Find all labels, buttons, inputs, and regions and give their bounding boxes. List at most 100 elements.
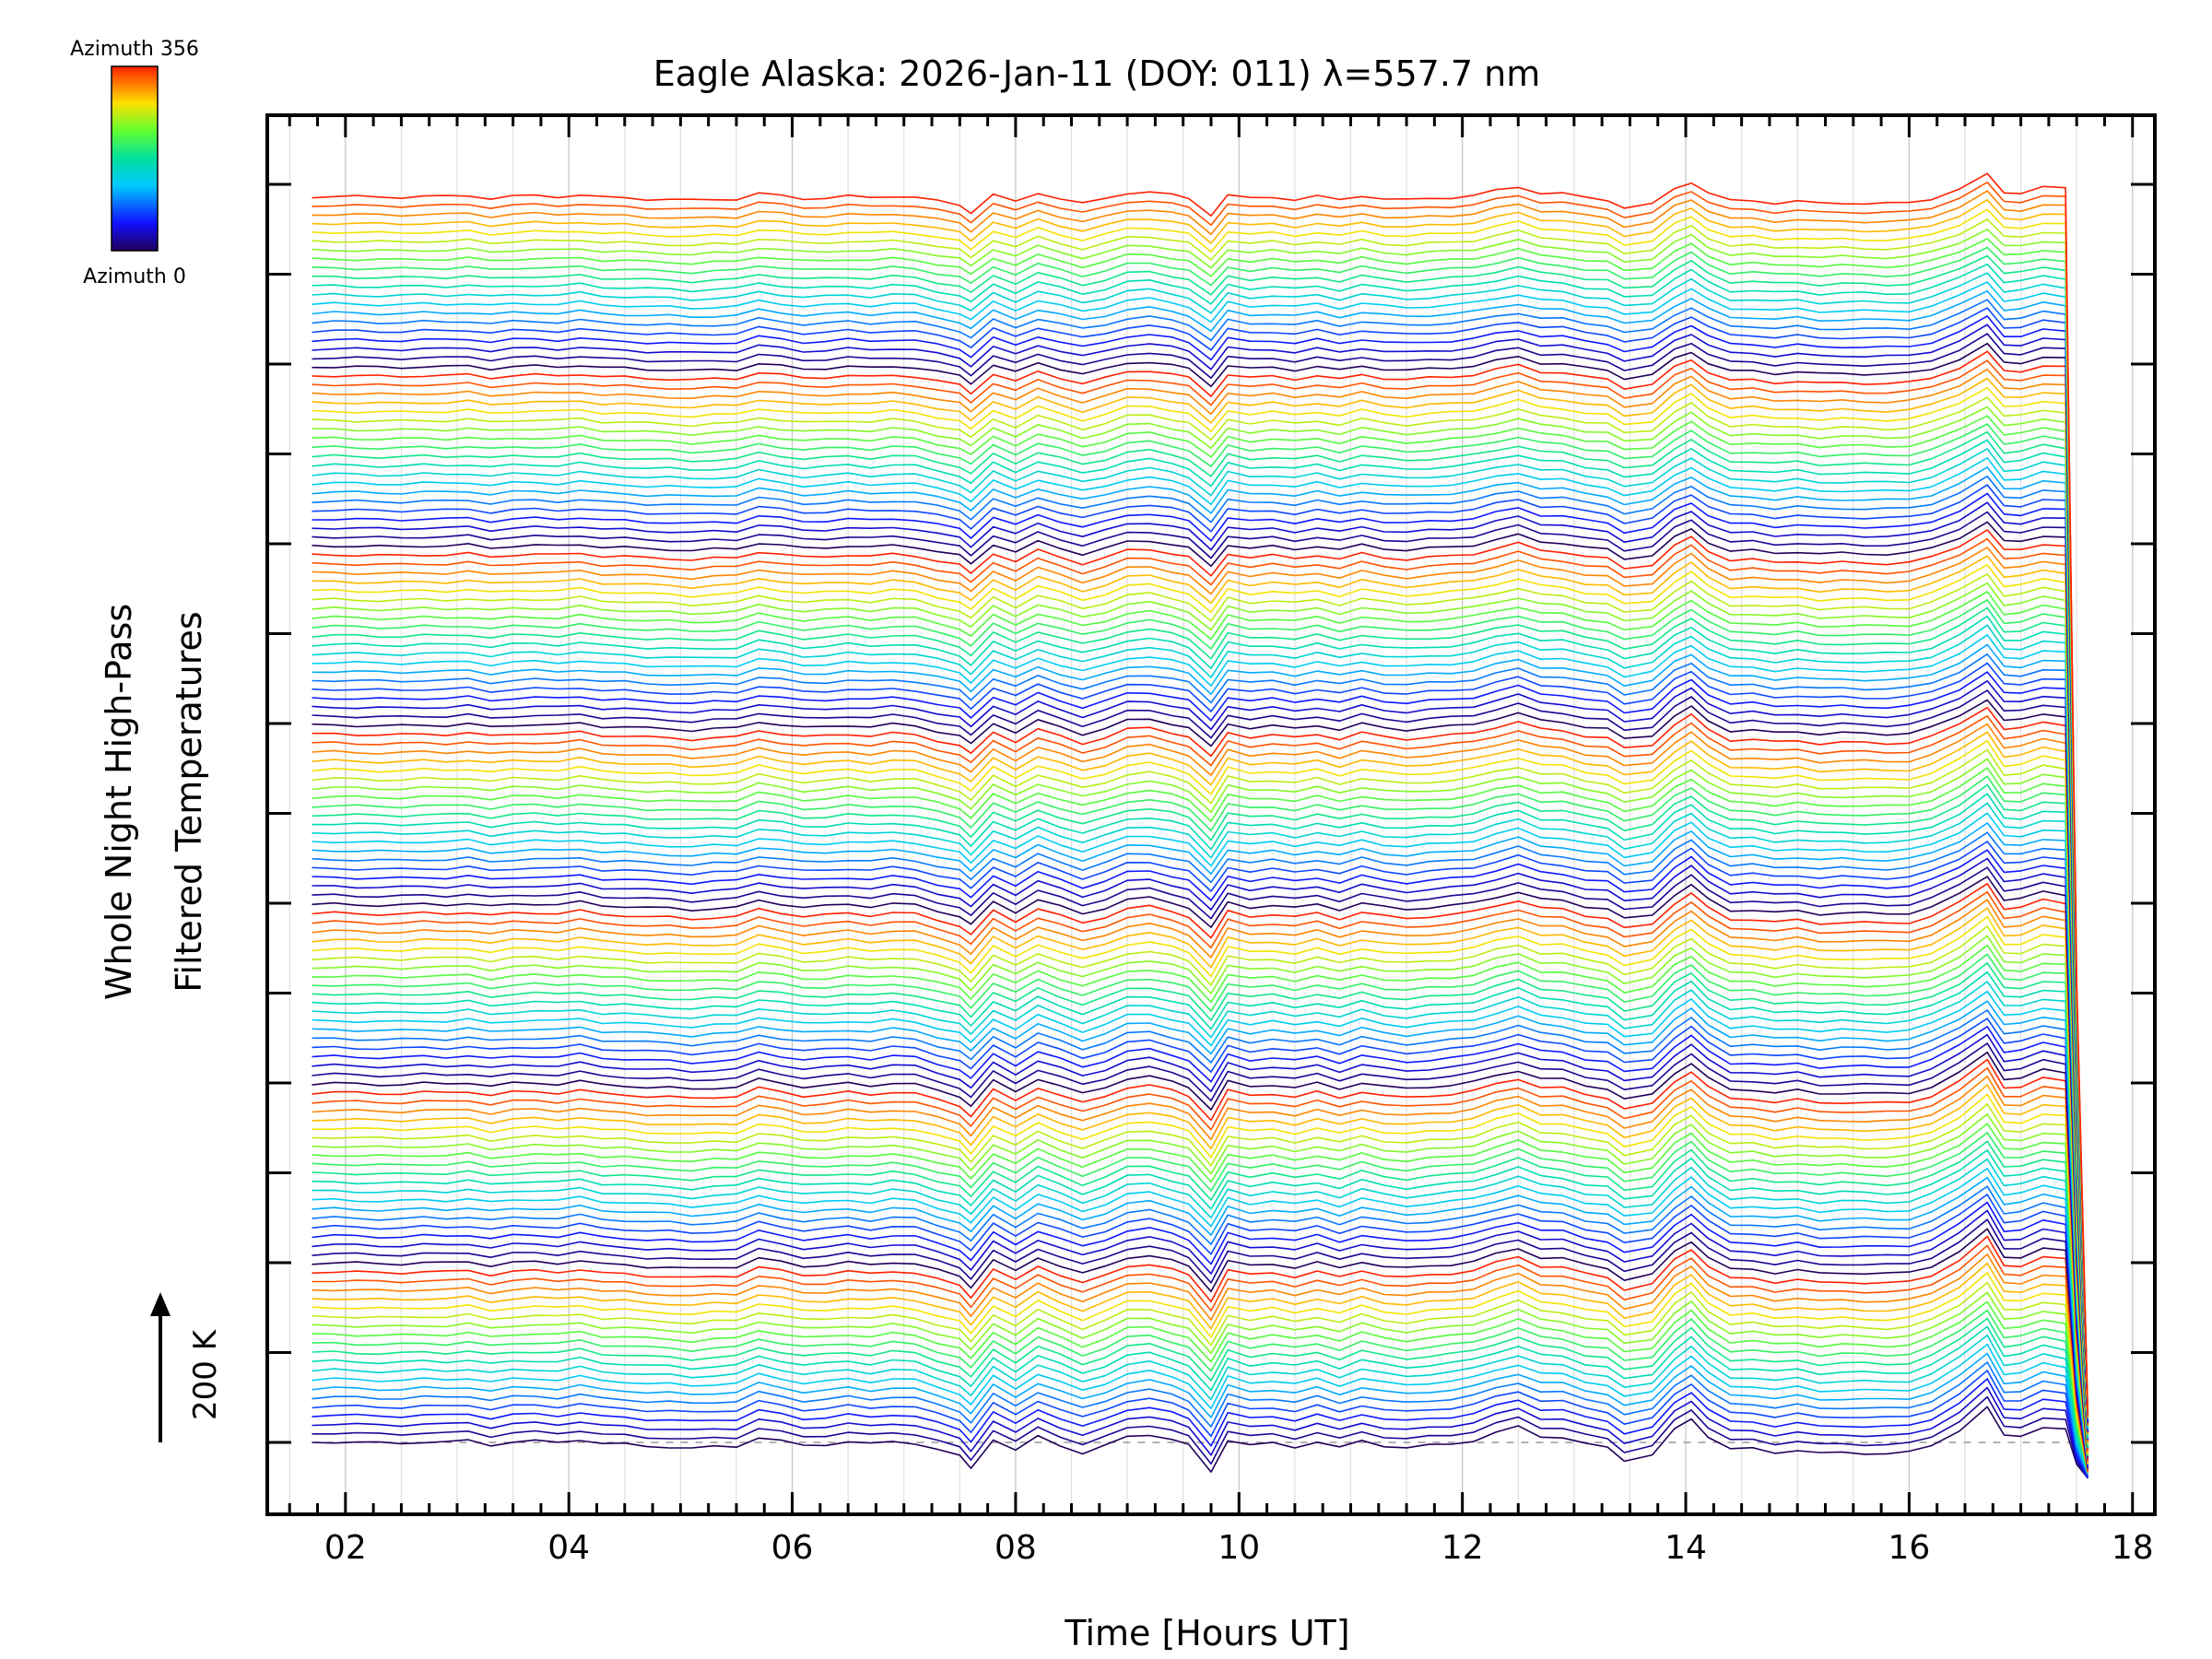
temperature-trace: [312, 501, 2089, 1432]
temperature-trace: [312, 1103, 2089, 1465]
x-tick-label: 10: [1218, 1529, 1260, 1567]
temperature-trace: [312, 315, 2089, 1422]
temperature-trace: [312, 1209, 2089, 1468]
temperature-trace: [312, 396, 2089, 1426]
temperature-trace: [312, 883, 2089, 1451]
ticks: 02 04 06 08 10 12 14 16 18: [267, 115, 2155, 1567]
temperature-trace: [312, 290, 2089, 1418]
temperature-trace: [312, 634, 2089, 1439]
temperature-trace: [312, 715, 2089, 1441]
x-tick-label: 12: [1441, 1529, 1484, 1567]
temperature-trace: [312, 1406, 2088, 1479]
temperature-trace: [312, 1176, 2089, 1465]
temperature-trace: [312, 386, 2089, 1426]
temperature-trace: [312, 775, 2089, 1446]
temperature-trace: [312, 915, 2089, 1454]
temperature-trace: [312, 475, 2089, 1430]
temperature-trace: [312, 1325, 2089, 1474]
temperature-trace: [312, 1291, 2089, 1472]
temperature-trace: [312, 573, 2089, 1434]
temperature-trace: [312, 1378, 2089, 1477]
temperature-trace: [312, 406, 2089, 1425]
temperature-trace: [312, 831, 2089, 1447]
temperature-trace: [312, 1123, 2089, 1464]
temperature-trace: [312, 172, 2089, 1416]
temperature-trace: [312, 511, 2089, 1432]
temperature-trace: [312, 1218, 2089, 1469]
temperature-trace: [312, 281, 2089, 1418]
temperature-trace: [312, 624, 2089, 1439]
temperature-trace: [312, 1253, 2089, 1473]
temperature-trace: [312, 1317, 2089, 1473]
temperature-trace: [312, 1272, 2089, 1473]
temperature-trace: [312, 1149, 2089, 1465]
temperature-trace: [312, 1140, 2089, 1465]
x-tick-label: 06: [771, 1529, 814, 1567]
y-axis-label-line-1: Whole Night High-Pass: [99, 604, 139, 1000]
x-tick-label: 16: [1888, 1529, 1930, 1567]
temperature-trace: [312, 377, 2089, 1426]
temperature-trace: [312, 1361, 2089, 1476]
temperature-trace: [312, 448, 2089, 1429]
temperature-trace: [312, 857, 2089, 1449]
temperature-trace: [312, 1262, 2089, 1474]
temperature-trace: [312, 1009, 2089, 1455]
temperature-trace: [312, 537, 2089, 1433]
temperature-trace: [312, 1000, 2089, 1455]
temperature-trace: [312, 564, 2089, 1434]
temperature-trace: [312, 748, 2089, 1444]
temperature-trace: [312, 876, 2089, 1449]
temperature-trace: [312, 555, 2089, 1434]
temperature-trace: [312, 758, 2089, 1444]
temperature-trace: [312, 822, 2089, 1448]
temperature-trace: [312, 218, 2089, 1418]
temperature-trace: [312, 793, 2089, 1449]
temperature-trace: [312, 324, 2089, 1423]
temperature-trace: [312, 190, 2089, 1418]
temperature-trace: [312, 925, 2089, 1455]
temperature-trace: [312, 484, 2089, 1430]
temperature-trace: [312, 1386, 2088, 1479]
temperature-trace: [312, 1352, 2089, 1475]
temperature-trace: [312, 662, 2089, 1440]
temperature-trace: [312, 1066, 2089, 1462]
x-tick-label: 14: [1665, 1529, 1707, 1567]
x-axis-label: Time [Hours UT]: [1064, 1613, 1349, 1653]
temperature-trace: [312, 1075, 2089, 1464]
temperature-trace: [312, 783, 2089, 1448]
temperature-trace: [312, 299, 2089, 1419]
temperature-trace: [312, 1309, 2089, 1472]
temperature-trace: [312, 841, 2089, 1448]
scale-bar-label: 200 K: [187, 1328, 224, 1420]
temperature-trace: [312, 1113, 2089, 1464]
x-tick-label: 04: [547, 1529, 590, 1567]
temperature-trace: [312, 439, 2089, 1428]
temperature-trace: [312, 731, 2089, 1443]
temperature-trace: [312, 457, 2089, 1429]
temperature-trace: [312, 529, 2089, 1433]
temperature-trace: [312, 591, 2089, 1435]
temperature-trace: [312, 1201, 2089, 1467]
temperature-trace: [312, 229, 2089, 1417]
temperature-trace: [312, 802, 2089, 1449]
temperature-trace: [312, 547, 2089, 1434]
temperature-trace: [312, 1235, 2089, 1471]
temperature-trace: [312, 263, 2089, 1418]
temperature-trace: [312, 935, 2089, 1455]
y-axis-label: Whole Night High-Pass Filtered Temperatu…: [99, 604, 209, 1000]
temperature-trace: [312, 1168, 2089, 1465]
temperature-trace: [312, 990, 2089, 1456]
temperature-trace: [312, 1018, 2089, 1456]
colorbar-gradient: [111, 65, 159, 252]
temperature-trace: [312, 1042, 2089, 1458]
temperature-trace: [312, 1194, 2089, 1465]
temperature-trace: [312, 492, 2089, 1431]
temperature-trace: [312, 981, 2089, 1456]
temperature-trace: [312, 359, 2089, 1426]
x-tick-label: 02: [324, 1529, 367, 1567]
y-axis-label-line-2: Filtered Temperatures: [169, 611, 209, 992]
temperature-trace: [312, 582, 2089, 1434]
temperature-trace: [312, 1343, 2089, 1475]
temperature-trace: [312, 1033, 2089, 1458]
